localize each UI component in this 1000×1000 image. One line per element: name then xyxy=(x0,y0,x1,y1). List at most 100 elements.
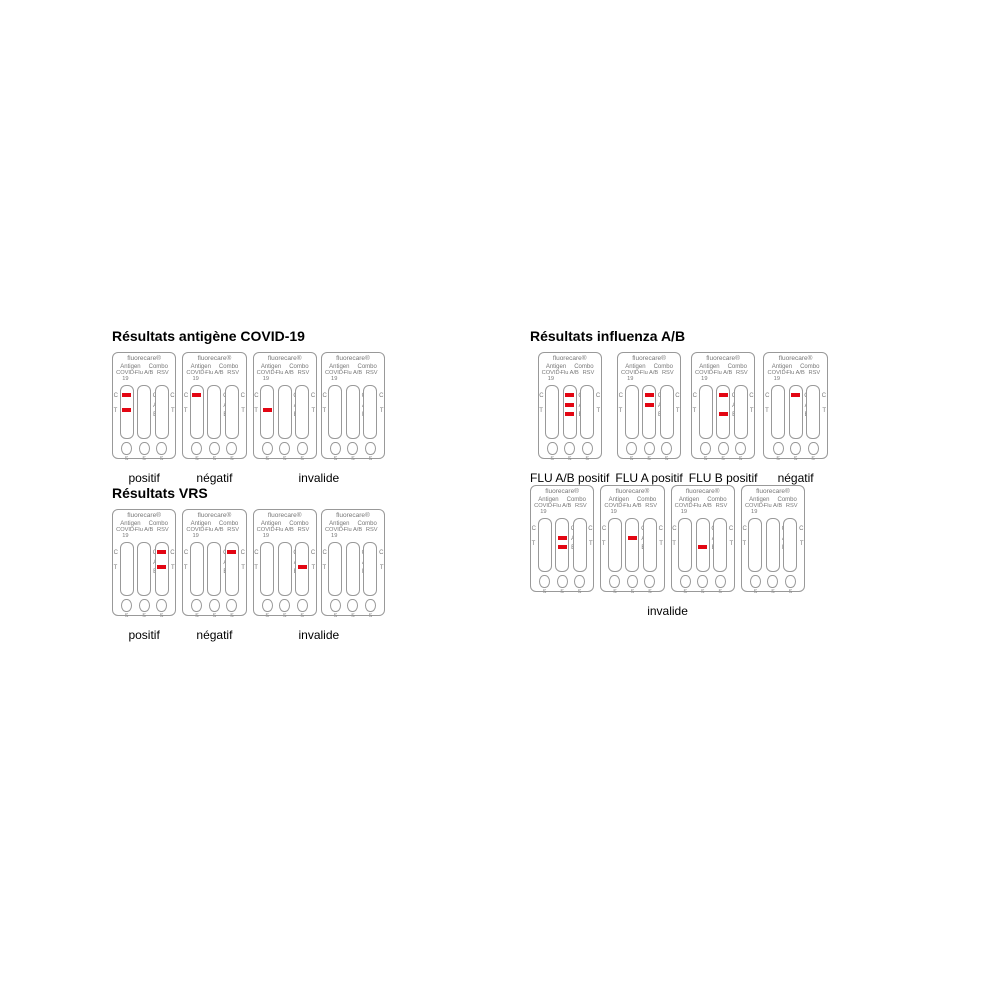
result-caption: positif xyxy=(128,471,159,485)
cassette-subtitle: AntigenCombo xyxy=(546,364,594,371)
result-band xyxy=(645,393,654,397)
strip-flu: CAB xyxy=(555,518,569,572)
result-band xyxy=(192,393,201,397)
section-flu-top: Résultats influenza A/B fluorecare®Antig… xyxy=(530,328,828,485)
cassette-group: fluorecare®AntigenComboCOVID-19Flu A/BRS… xyxy=(253,352,386,485)
strip-flu: CAB xyxy=(278,385,292,439)
label-c: C xyxy=(170,550,174,556)
cassette-group: fluorecare®AntigenComboCOVID-19Flu A/BRS… xyxy=(530,485,594,592)
strip-rsv: CT xyxy=(643,518,657,572)
label-t: T xyxy=(619,408,623,414)
sample-well xyxy=(191,442,202,455)
strip-flu: CAB xyxy=(563,385,577,439)
label-t: T xyxy=(380,408,384,414)
cassette-group: fluorecare®AntigenComboCOVID-19Flu A/BRS… xyxy=(671,485,735,592)
strips-container: CTCABCT xyxy=(771,385,820,455)
sample-well xyxy=(557,575,568,588)
strip-rsv: CT xyxy=(155,542,169,596)
label-c: C xyxy=(765,393,769,399)
cassette-column-labels: COVID-19Flu A/BRSV xyxy=(745,504,801,515)
cassette-column-labels: COVID-19Flu A/BRSV xyxy=(534,504,590,515)
label-c: C xyxy=(539,393,543,399)
cassette-brand: fluorecare® xyxy=(268,356,302,363)
label-t: T xyxy=(312,408,316,414)
strip-col-rsv: CT xyxy=(660,385,674,455)
cassette-group: fluorecare®AntigenComboCOVID-19Flu A/BRS… xyxy=(763,352,827,485)
cassette: fluorecare®AntigenComboCOVID-19Flu A/BRS… xyxy=(538,352,602,459)
strip-col-flu: CAB xyxy=(346,542,360,612)
result-band xyxy=(791,393,800,397)
cassette-column-labels: COVID-19Flu A/BRSV xyxy=(604,504,660,515)
strip-col-covid: CT xyxy=(678,518,692,588)
strip-col-flu: CAB xyxy=(346,385,360,455)
cassette-subtitle: AntigenCombo xyxy=(120,521,168,528)
strip-covid: CT xyxy=(545,385,559,439)
strip-rsv: CT xyxy=(225,542,239,596)
result-caption: négatif xyxy=(778,471,814,485)
strip-col-covid: CT xyxy=(625,385,639,455)
label-t: T xyxy=(380,565,384,571)
result-band xyxy=(227,550,236,554)
cassette-brand: fluorecare® xyxy=(779,356,813,363)
cassette-row: fluorecare®AntigenComboCOVID-19Flu A/BRS… xyxy=(530,352,828,485)
result-band xyxy=(719,393,728,397)
cassette-group: fluorecare®AntigenComboCOVID-19Flu A/BRS… xyxy=(182,509,246,642)
cassette-brand: fluorecare® xyxy=(336,356,370,363)
cassette-subtitle: AntigenCombo xyxy=(772,364,820,371)
label-t: T xyxy=(114,565,118,571)
result-band xyxy=(122,408,131,412)
section-covid: Résultats antigène COVID-19 fluorecare®A… xyxy=(112,328,385,485)
cassette: fluorecare®AntigenComboCOVID-19Flu A/BRS… xyxy=(321,509,385,616)
cassette-subtitle: AntigenCombo xyxy=(120,364,168,371)
strips-container: CTCABCT xyxy=(328,542,377,612)
cassette-subtitle: AntigenCombo xyxy=(261,364,309,371)
cassette-subtitle: AntigenCombo xyxy=(538,497,586,504)
sample-well xyxy=(226,442,237,455)
sample-well xyxy=(680,575,691,588)
label-t: T xyxy=(742,541,746,547)
strip-covid: CT xyxy=(699,385,713,439)
label-c: C xyxy=(254,393,258,399)
strip-flu: CAB xyxy=(789,385,803,439)
sample-well xyxy=(661,442,672,455)
result-band xyxy=(565,403,574,407)
strips-container: CTCABCT xyxy=(608,518,657,588)
cassette-group: fluorecare®AntigenComboCOVID-19Flu A/BRS… xyxy=(253,509,386,642)
cassette: fluorecare®AntigenComboCOVID-19Flu A/BRS… xyxy=(763,352,827,459)
label-c: C xyxy=(170,393,174,399)
strip-flu: CAB xyxy=(696,518,710,572)
result-band xyxy=(122,393,131,397)
cassette: fluorecare®AntigenComboCOVID-19Flu A/BRS… xyxy=(253,352,317,459)
strip-col-rsv: CT xyxy=(155,542,169,612)
strip-rsv: CT xyxy=(806,385,820,439)
cassette-column-labels: COVID-19Flu A/BRSV xyxy=(116,528,172,539)
cassette-brand: fluorecare® xyxy=(127,356,161,363)
sample-well xyxy=(644,575,655,588)
cassette-brand: fluorecare® xyxy=(127,513,161,520)
label-t: T xyxy=(184,408,188,414)
label-c: C xyxy=(729,526,733,532)
label-c: C xyxy=(749,393,753,399)
cassette-group: fluorecare®AntigenComboCOVID-19Flu A/BRS… xyxy=(112,509,176,642)
label-c: C xyxy=(114,393,118,399)
cassette-subtitle: AntigenCombo xyxy=(191,521,239,528)
cassette-brand: fluorecare® xyxy=(336,513,370,520)
label-t: T xyxy=(589,541,593,547)
label-t: T xyxy=(171,565,175,571)
strip-flu: CAB xyxy=(766,518,780,572)
sample-well xyxy=(564,442,575,455)
cassette-column-labels: COVID-19Flu A/BRSV xyxy=(186,371,242,382)
strip-flu: CAB xyxy=(346,385,360,439)
result-band xyxy=(263,408,272,412)
section-flu-bottom: fluorecare®AntigenComboCOVID-19Flu A/BRS… xyxy=(530,485,805,618)
label-c: C xyxy=(672,526,676,532)
strip-col-covid: CT xyxy=(120,542,134,612)
strip-col-covid: CT xyxy=(699,385,713,455)
result-band xyxy=(157,550,166,554)
label-c: C xyxy=(619,393,623,399)
result-band xyxy=(719,412,728,416)
label-c: C xyxy=(532,526,536,532)
result-band xyxy=(565,393,574,397)
strip-covid: CT xyxy=(771,385,785,439)
strip-col-rsv: CT xyxy=(713,518,727,588)
